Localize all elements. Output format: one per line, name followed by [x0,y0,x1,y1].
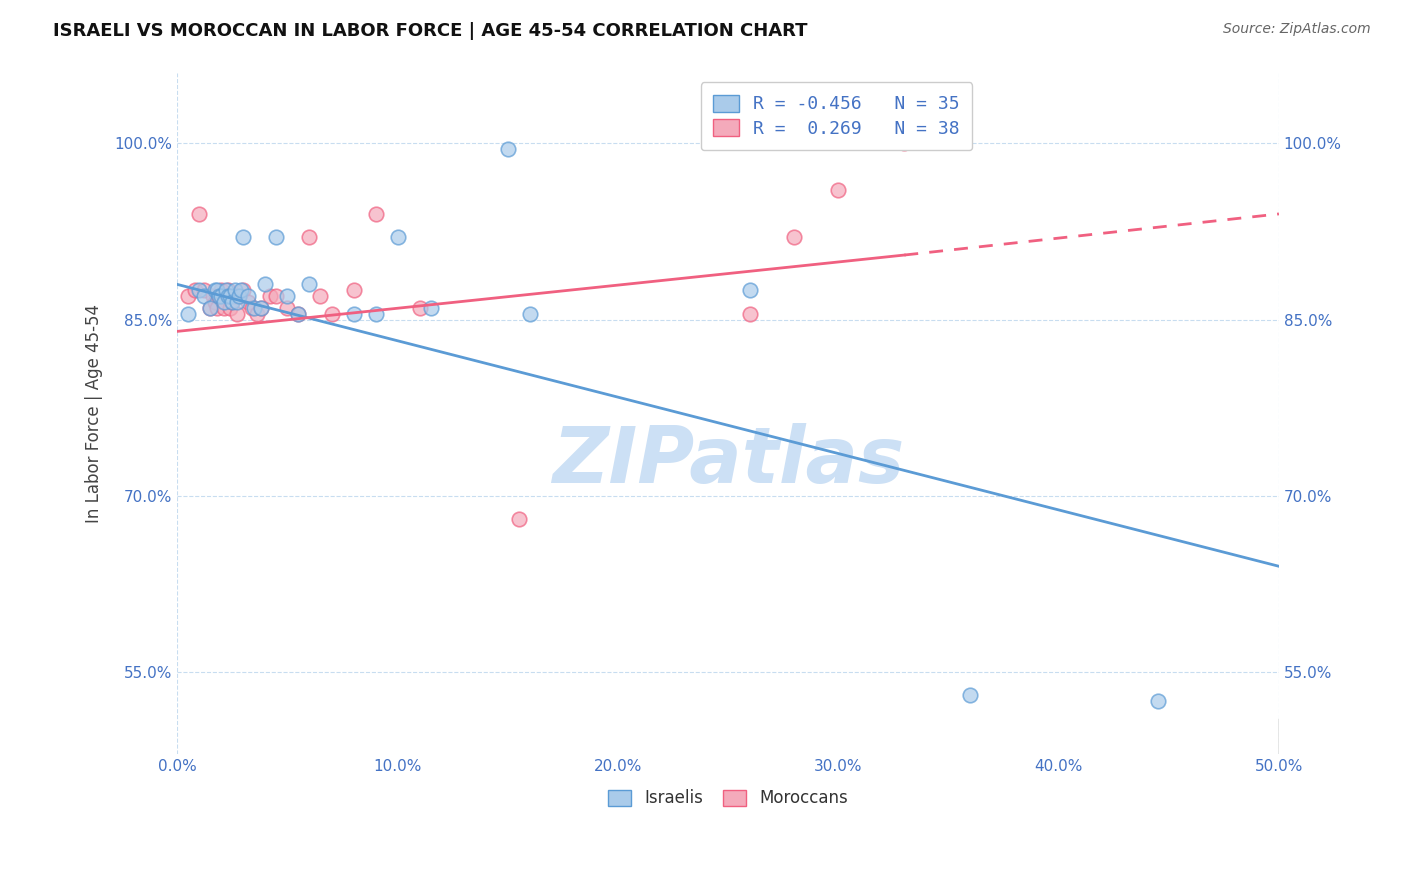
Point [519,307,541,321]
Point [221,295,243,310]
Point [219,289,242,303]
Point [298,277,321,292]
Point [740,307,762,321]
Point [408,301,430,315]
Point [228,289,250,303]
Point [217,289,239,303]
Point [212,295,235,310]
Point [276,289,298,303]
Point [204,295,226,310]
Point [236,295,259,310]
Point [209,289,232,303]
Point [309,289,332,303]
Point [266,230,288,244]
Point [225,295,247,310]
Point [232,283,254,297]
Point [236,289,259,303]
Point [200,301,222,315]
Point [419,301,441,315]
Point [276,301,298,315]
Point [212,301,235,315]
Point [959,689,981,703]
Point [245,307,267,321]
Point [177,289,200,303]
Point [217,283,239,297]
Point [228,289,250,303]
Point [321,307,343,321]
Point [193,289,215,303]
Point [188,207,211,221]
Point [266,289,288,303]
Point [508,512,530,526]
Point [740,283,762,297]
Point [221,295,243,310]
Point [1146,694,1168,708]
Point [364,307,387,321]
Point [208,289,231,303]
Point [298,230,321,244]
Text: ISRAELI VS MOROCCAN IN LABOR FORCE | AGE 45-54 CORRELATION CHART: ISRAELI VS MOROCCAN IN LABOR FORCE | AGE… [53,22,808,40]
Point [231,283,253,297]
Point [193,283,215,297]
Point [225,307,247,321]
Point [250,301,273,315]
Y-axis label: In Labor Force | Age 45-54: In Labor Force | Age 45-54 [86,304,103,523]
Point [893,136,915,151]
Point [177,307,200,321]
Point [243,301,266,315]
Point [188,283,211,297]
Point [342,283,364,297]
Point [215,283,238,297]
Point [250,301,273,315]
Point [205,301,228,315]
Legend: Israelis, Moroccans: Israelis, Moroccans [600,782,855,814]
Point [827,183,849,197]
Point [259,289,281,303]
Point [204,283,226,297]
Point [287,307,309,321]
Point [496,142,519,156]
Point [232,230,254,244]
Point [342,307,364,321]
Point [205,283,228,297]
Point [387,230,409,244]
Point [224,289,246,303]
Point [224,283,246,297]
Point [200,301,222,315]
Point [184,283,207,297]
Text: ZIPatlas: ZIPatlas [553,424,904,500]
Point [219,301,242,315]
Text: Source: ZipAtlas.com: Source: ZipAtlas.com [1223,22,1371,37]
Point [201,289,224,303]
Point [783,230,806,244]
Point [208,289,231,303]
Point [287,307,309,321]
Point [254,277,277,292]
Point [240,301,263,315]
Point [215,289,238,303]
Point [364,207,387,221]
Point [209,283,232,297]
